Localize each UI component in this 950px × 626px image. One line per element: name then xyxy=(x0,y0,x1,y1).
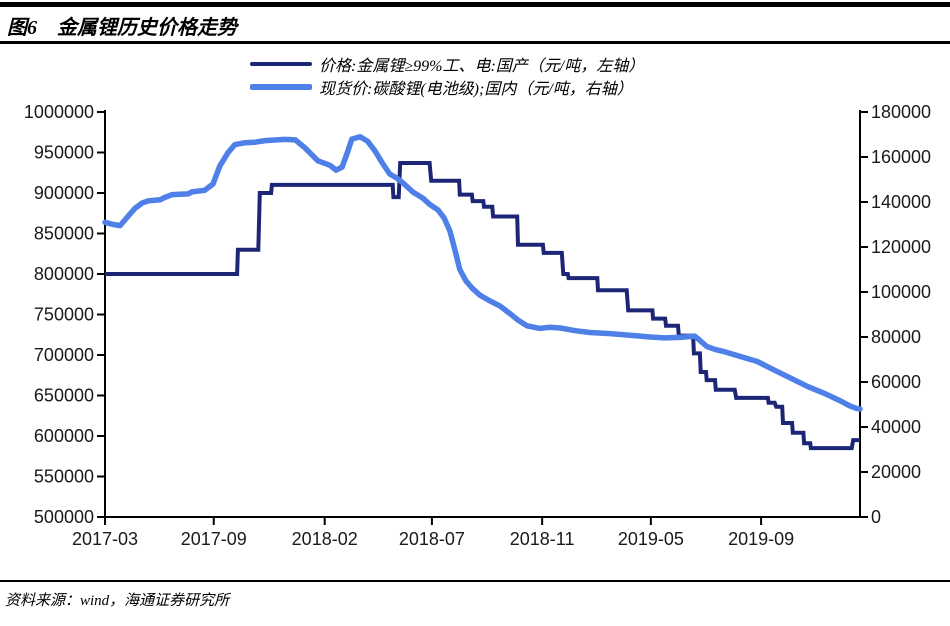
svg-text:950000: 950000 xyxy=(34,143,94,163)
legend-line-swatch-navy xyxy=(250,61,312,66)
svg-text:1000000: 1000000 xyxy=(24,102,94,122)
svg-text:750000: 750000 xyxy=(34,305,94,325)
legend-label-lithium-carbonate: 现货价:碳酸锂(电池级);国内（元/吨，右轴） xyxy=(319,80,633,98)
x-axis: 2017-03 2017-09 2018-02 2018-07 2018-11 2019-… xyxy=(72,517,794,549)
svg-text:600000: 600000 xyxy=(34,426,94,446)
source-note: 资料来源：wind，海通证券研究所 xyxy=(5,593,230,609)
svg-text:120000: 120000 xyxy=(871,237,931,257)
legend-line-swatch-blue xyxy=(250,83,312,90)
legend-label-lithium-metal: 价格:金属锂≥99%工、电:国产（元/吨，左轴） xyxy=(319,57,645,75)
svg-text:20000: 20000 xyxy=(871,462,921,482)
svg-text:0: 0 xyxy=(871,507,881,527)
right-axis: 180000 160000 140000 120000 100000 80000 60000… xyxy=(860,102,931,527)
source-divider xyxy=(0,580,950,582)
svg-text:2019-05: 2019-05 xyxy=(618,529,684,549)
svg-text:60000: 60000 xyxy=(871,372,921,392)
svg-text:80000: 80000 xyxy=(871,327,921,347)
svg-text:2017-03: 2017-03 xyxy=(72,529,138,549)
svg-text:900000: 900000 xyxy=(34,183,94,203)
legend-item-lithium-carbonate: 现货价:碳酸锂(电池级);国内（元/吨，右轴） xyxy=(250,75,644,98)
svg-text:550000: 550000 xyxy=(34,467,94,487)
svg-text:800000: 800000 xyxy=(34,264,94,284)
svg-text:2019-09: 2019-09 xyxy=(728,529,794,549)
svg-text:650000: 650000 xyxy=(34,386,94,406)
svg-text:500000: 500000 xyxy=(34,507,94,527)
title-divider xyxy=(0,41,950,44)
series-lithium-carbonate-line xyxy=(102,134,863,412)
series-lithium-metal-line xyxy=(105,161,860,451)
svg-text:850000: 850000 xyxy=(34,224,94,244)
svg-text:140000: 140000 xyxy=(871,192,931,212)
svg-text:2018-02: 2018-02 xyxy=(292,529,358,549)
legend-item-lithium-metal: 价格:金属锂≥99%工、电:国产（元/吨，左轴） xyxy=(250,52,644,75)
svg-text:160000: 160000 xyxy=(871,147,931,167)
top-divider xyxy=(0,2,950,7)
svg-text:2018-07: 2018-07 xyxy=(399,529,465,549)
svg-text:100000: 100000 xyxy=(871,282,931,302)
svg-text:180000: 180000 xyxy=(871,102,931,122)
figure-title: 图6 金属锂历史价格走势 xyxy=(7,17,237,39)
svg-text:2017-09: 2017-09 xyxy=(181,529,247,549)
left-axis: 1000000 950000 900000 850000 800000 750000 700… xyxy=(24,102,105,527)
chart-legend: 价格:金属锂≥99%工、电:国产（元/吨，左轴） 现货价:碳酸锂(电池级);国内… xyxy=(250,52,644,98)
svg-text:2018-11: 2018-11 xyxy=(510,529,575,549)
svg-text:40000: 40000 xyxy=(871,417,921,437)
svg-text:700000: 700000 xyxy=(34,345,94,365)
